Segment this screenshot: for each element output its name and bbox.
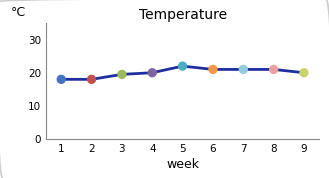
X-axis label: week: week <box>166 158 199 171</box>
Point <box>150 71 155 74</box>
Point <box>240 68 246 71</box>
Point <box>210 68 215 71</box>
Point <box>301 71 307 74</box>
Text: °C: °C <box>11 6 26 19</box>
Point <box>59 78 64 81</box>
Point <box>271 68 276 71</box>
Point <box>119 73 125 76</box>
Title: Temperature: Temperature <box>139 8 227 22</box>
Point <box>89 78 94 81</box>
Point <box>180 65 185 67</box>
